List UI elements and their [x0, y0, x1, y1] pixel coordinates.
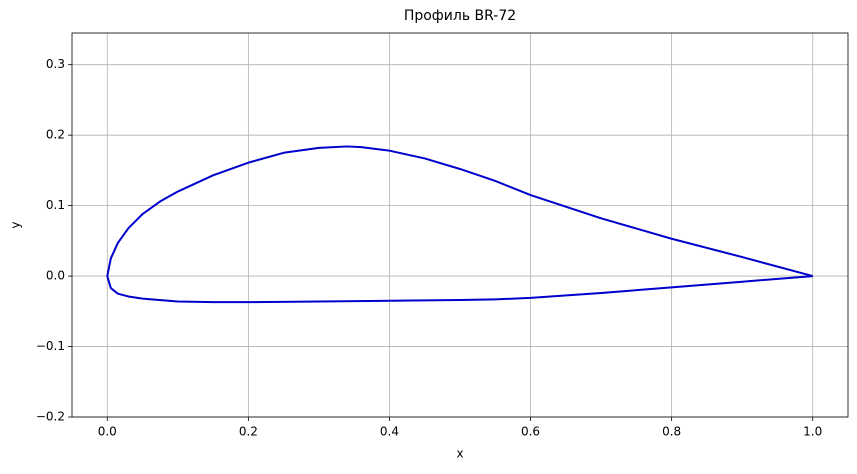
y-tick-label: 0.0: [46, 269, 65, 283]
plot-frame: [71, 32, 849, 418]
chart-title: Профиль BR-72: [404, 8, 516, 24]
x-tick-label: 1.0: [803, 425, 822, 439]
y-axis-label: y: [9, 221, 23, 228]
y-tick-label: −0.2: [36, 410, 65, 424]
x-tick-label: 0.6: [521, 425, 540, 439]
y-tick-label: 0.3: [46, 57, 65, 71]
y-tick-label: −0.1: [36, 339, 65, 353]
x-axis-label: x: [456, 447, 463, 461]
x-tick-label: 0.0: [98, 425, 117, 439]
y-tick-label: 0.2: [46, 128, 65, 142]
x-tick-label: 0.2: [239, 425, 258, 439]
x-tick-label: 0.8: [662, 425, 681, 439]
x-tick-label: 0.4: [380, 425, 399, 439]
profile-line: [106, 145, 813, 304]
y-tick-label: 0.1: [46, 198, 65, 212]
